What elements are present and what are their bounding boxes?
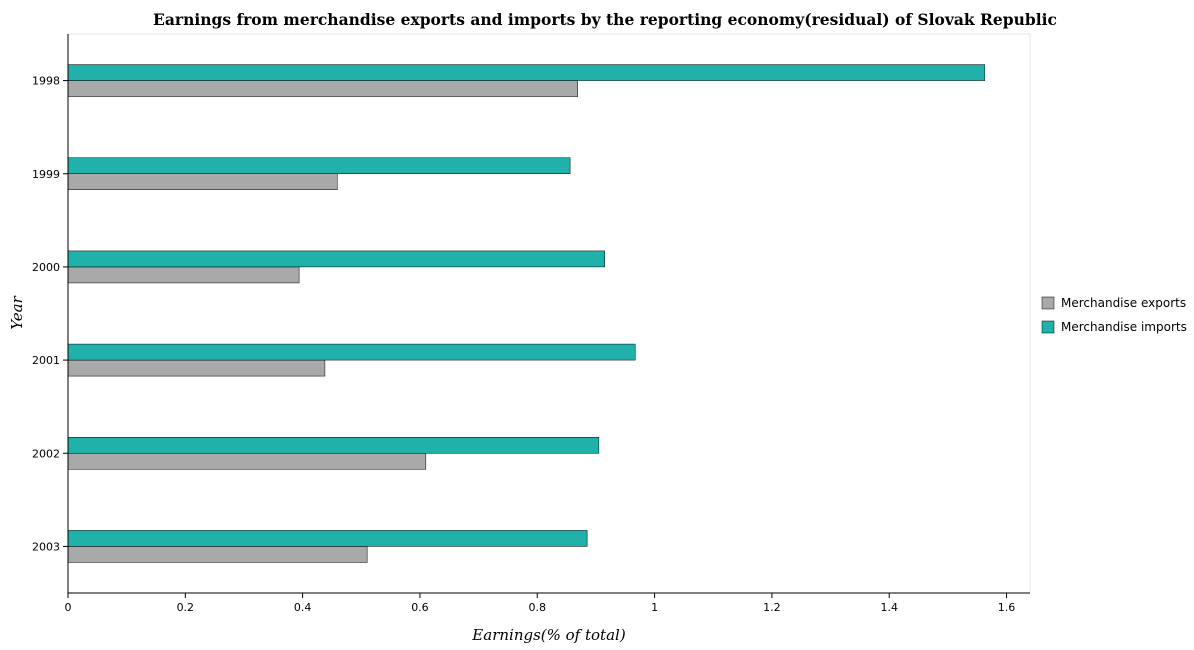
x-tick-label: 1.4 bbox=[880, 601, 898, 614]
y-tick-label: 2002 bbox=[32, 447, 60, 460]
bar-exports-2000 bbox=[67, 266, 300, 284]
bar-imports-2003 bbox=[67, 530, 588, 547]
y-axis-title: Year bbox=[8, 295, 26, 329]
x-tick-label: 0.2 bbox=[177, 601, 195, 614]
x-tick-label: 0 bbox=[65, 601, 72, 614]
x-ticks-group: 0 0.2 0.4 0.6 0.8 1 1.2 1.4 1.6 bbox=[65, 593, 1016, 614]
y-tick-label: 2001 bbox=[32, 354, 60, 367]
legend-swatch-imports bbox=[1041, 320, 1055, 334]
legend-label-exports: Merchandise exports bbox=[1061, 296, 1186, 310]
x-tick-label: 1.2 bbox=[763, 601, 781, 614]
bar-exports-2003 bbox=[67, 546, 368, 563]
bar-imports-2001 bbox=[67, 343, 636, 361]
legend: Merchandise exports Merchandise imports bbox=[1041, 296, 1187, 334]
legend-label-imports: Merchandise imports bbox=[1061, 320, 1187, 334]
x-tick-label: 1.6 bbox=[998, 601, 1016, 614]
y-tick-label: 2003 bbox=[32, 540, 60, 553]
bar-exports-2002 bbox=[67, 453, 427, 470]
bars-group bbox=[67, 64, 986, 563]
bar-exports-1999 bbox=[67, 173, 338, 190]
y-tick-label: 2000 bbox=[32, 261, 60, 274]
bar-imports-1999 bbox=[67, 157, 571, 174]
x-tick-label: 0.4 bbox=[294, 601, 312, 614]
legend-swatch-exports bbox=[1041, 296, 1055, 310]
bar-exports-2001 bbox=[67, 359, 326, 377]
x-tick-label: 0.8 bbox=[529, 601, 547, 614]
x-axis-title: Earnings(% of total) bbox=[471, 626, 626, 644]
bar-exports-1998 bbox=[67, 80, 578, 97]
y-ticks-group: 1998 1999 2000 2001 2002 2003 bbox=[32, 75, 68, 553]
y-tick-label: 1999 bbox=[32, 168, 60, 181]
chart-title: Earnings from merchandise exports and im… bbox=[153, 10, 1057, 29]
bar-imports-2000 bbox=[67, 250, 605, 268]
x-tick-label: 0.6 bbox=[411, 601, 429, 614]
y-tick-label: 1998 bbox=[32, 75, 60, 88]
bar-imports-1998 bbox=[67, 64, 986, 81]
x-tick-label: 1 bbox=[651, 601, 658, 614]
plot-area bbox=[67, 33, 1031, 594]
bar-imports-2002 bbox=[67, 437, 600, 454]
